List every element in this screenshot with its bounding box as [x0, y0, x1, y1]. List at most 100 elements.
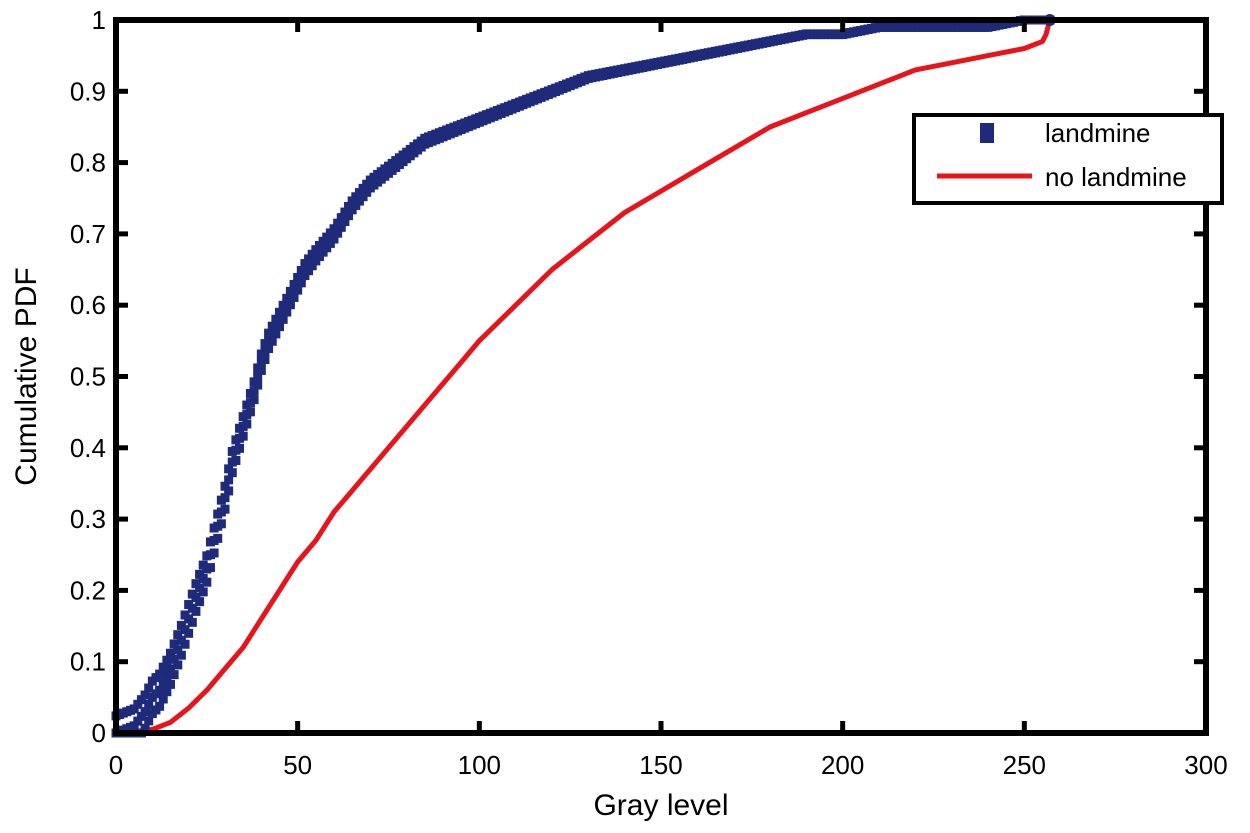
data-point-landmine	[162, 687, 172, 697]
data-point-landmine	[278, 314, 288, 324]
data-point-landmine	[220, 504, 230, 514]
data-point-landmine	[209, 548, 219, 558]
y-tick-label: 0.5	[70, 362, 106, 392]
data-point-landmine	[169, 639, 179, 649]
data-point-landmine	[140, 723, 150, 733]
data-point-landmine	[336, 222, 346, 232]
y-tick-label: 0.4	[70, 433, 106, 463]
data-point-landmine	[173, 645, 183, 655]
data-point-landmine	[202, 577, 212, 587]
data-point-landmine	[213, 533, 223, 543]
data-point-landmine	[220, 493, 230, 503]
data-point-landmine	[173, 630, 183, 640]
legend-box	[912, 113, 1224, 205]
data-point-landmine	[129, 721, 139, 731]
data-point-landmine	[293, 285, 303, 295]
y-tick-label: 0	[92, 718, 106, 748]
data-point-landmine	[162, 655, 172, 665]
legend-label-no-landmine: no landmine	[1045, 162, 1187, 192]
x-tick-label: 100	[458, 750, 501, 780]
x-tick-label: 150	[639, 750, 682, 780]
data-point-landmine	[155, 669, 165, 679]
data-point-landmine	[344, 211, 354, 221]
data-point-landmine	[169, 670, 179, 680]
data-point-landmine	[224, 486, 234, 496]
data-point-landmine	[249, 395, 259, 405]
data-point-landmine	[267, 336, 277, 346]
data-point-landmine	[155, 701, 165, 711]
legend: landmine no landmine	[912, 113, 1224, 205]
data-point-landmine	[133, 699, 143, 709]
data-point-landmine	[249, 386, 259, 396]
data-point-landmine	[275, 322, 284, 332]
x-tick-label: 300	[1184, 750, 1227, 780]
data-point-landmine	[282, 307, 292, 317]
data-point-landmine	[216, 519, 226, 529]
data-point-landmine	[166, 664, 175, 674]
data-point-landmine	[307, 261, 317, 271]
data-point-landmine	[289, 292, 299, 302]
data-point-landmine	[133, 716, 143, 726]
data-point-landmine	[220, 481, 230, 491]
y-tick-label: 0.2	[70, 575, 106, 605]
data-point-landmine	[144, 716, 154, 726]
data-point-landmine	[245, 407, 255, 417]
data-point-landmine	[173, 660, 183, 670]
data-point-landmine	[184, 628, 194, 638]
data-point-landmine	[304, 266, 314, 276]
data-point-landmine	[166, 648, 175, 658]
data-point-landmine	[235, 443, 245, 453]
labels-layer: 0 50 100 150 200 250 300 0 0.1 0.2 0.3 0.4 0.5 0.6 0.7…	[70, 5, 1228, 780]
data-point-landmine	[169, 654, 179, 664]
data-point-landmine	[231, 456, 241, 466]
data-point-landmine	[242, 419, 252, 429]
legend-marker-landmine	[980, 123, 994, 143]
x-tick-label: 50	[283, 750, 312, 780]
data-point-landmine	[180, 639, 190, 649]
data-point-landmine	[285, 300, 295, 310]
y-tick-label: 0.6	[70, 290, 106, 320]
legend-label-landmine: landmine	[1045, 118, 1151, 148]
x-tick-label: 200	[821, 750, 864, 780]
data-point-landmine	[191, 606, 201, 616]
ticks-layer	[113, 17, 1209, 736]
data-point-landmine	[144, 683, 154, 693]
data-point-landmine	[260, 355, 270, 365]
data-point-landmine	[158, 678, 168, 688]
data-point-landmine	[264, 344, 274, 354]
data-point-landmine	[187, 617, 197, 627]
data-point-landmine	[253, 380, 263, 390]
data-point-landmine	[140, 707, 150, 717]
series-line-no-landmine	[115, 19, 1053, 736]
data-point-landmine	[144, 699, 154, 709]
data-point-landmine	[300, 271, 310, 281]
data-point-landmine	[155, 685, 165, 695]
y-tick-label: 0.7	[70, 219, 106, 249]
x-axis-title: Gray level	[593, 789, 728, 822]
data-point-landmine	[296, 278, 306, 288]
data-point-landmine	[253, 372, 263, 381]
x-tick-label: 250	[1003, 750, 1046, 780]
y-tick-label: 0.9	[70, 76, 106, 106]
data-point-landmine	[158, 694, 168, 704]
data-point-landmine	[129, 704, 139, 714]
data-point-landmine	[158, 662, 168, 672]
y-tick-label: 1	[92, 5, 106, 35]
data-point-landmine	[162, 671, 172, 681]
data-point-landmine	[329, 234, 339, 244]
data-point-landmine	[227, 468, 237, 478]
data-point-landmine	[195, 597, 205, 607]
data-point-landmine	[205, 563, 215, 573]
data-point-landmine	[166, 679, 175, 689]
y-axis-title: Cumulative PDF	[10, 267, 43, 485]
y-tick-label: 0.8	[70, 148, 106, 178]
y-tick-label: 0.1	[70, 647, 106, 677]
y-tick-label: 0.3	[70, 504, 106, 534]
x-tick-label: 0	[109, 750, 123, 780]
data-point-landmine	[238, 431, 248, 441]
data-point-landmine	[271, 329, 281, 339]
data-point-landmine	[198, 587, 208, 597]
data-point-landmine	[256, 365, 266, 375]
data-point-landmine	[140, 690, 150, 700]
